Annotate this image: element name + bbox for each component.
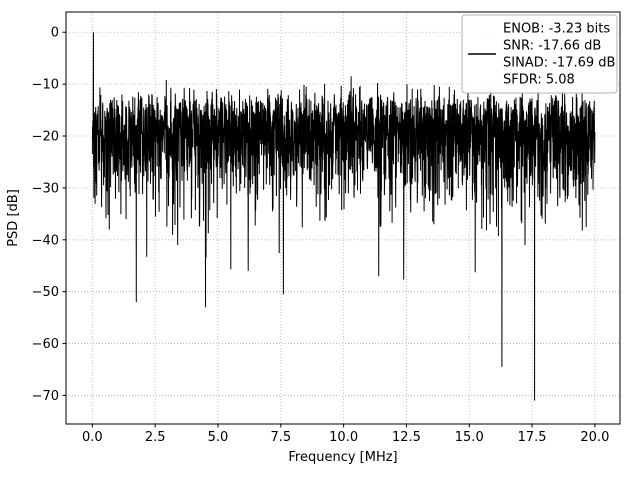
- ticks: 0.0 2.5 5.0 7.5 10.0 12.5 15.0 17.5 20.0 0 −10 −20 −…: [32, 26, 610, 445]
- x-tick-label: 5.0: [208, 430, 229, 445]
- legend-entry: SINAD: -17.69 dB: [503, 56, 615, 71]
- axes-spines: [65, 11, 621, 425]
- legend-entry: SNR: -17.66 dB: [503, 39, 601, 54]
- x-axis-label: Frequency [MHz]: [288, 450, 397, 465]
- x-tick-label: 15.0: [455, 430, 484, 445]
- psd-trace: [91, 32, 596, 401]
- y-tick-label: −40: [32, 233, 59, 248]
- y-tick-label: −60: [32, 337, 59, 352]
- x-tick-label: 20.0: [580, 430, 609, 445]
- y-tick-label: −20: [32, 130, 59, 145]
- y-tick-label: −30: [32, 181, 59, 196]
- legend: ENOB: -3.23 bits SNR: -17.66 dB SINAD: -17…: [461, 14, 618, 94]
- x-tick-label: 17.5: [518, 430, 547, 445]
- y-tick-label: −10: [32, 78, 59, 93]
- x-tick-label: 0.0: [82, 430, 103, 445]
- legend-box: [461, 14, 618, 94]
- y-axis-label: PSD [dB]: [6, 189, 21, 247]
- x-tick-label: 12.5: [392, 430, 421, 445]
- y-tick-label: −50: [32, 285, 59, 300]
- legend-entry: ENOB: -3.23 bits: [503, 22, 610, 37]
- y-tick-label: 0: [51, 26, 59, 41]
- x-tick-label: 7.5: [270, 430, 291, 445]
- y-tick-label: −70: [32, 389, 59, 404]
- legend-entry: SFDR: 5.08: [503, 73, 575, 88]
- x-tick-label: 10.0: [329, 430, 358, 445]
- x-tick-label: 2.5: [145, 430, 166, 445]
